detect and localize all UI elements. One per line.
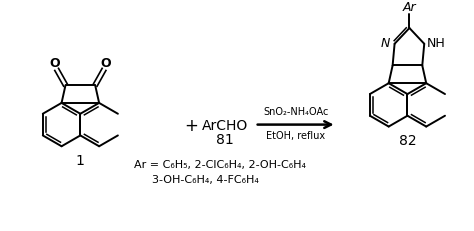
Text: +: + (184, 116, 198, 134)
Text: ArCHO: ArCHO (202, 118, 248, 132)
Text: SnO₂-NH₄OAc: SnO₂-NH₄OAc (263, 106, 328, 116)
Text: Ar: Ar (402, 1, 416, 14)
Text: N: N (381, 37, 391, 50)
Text: NH: NH (427, 37, 446, 50)
Text: 82: 82 (399, 134, 416, 148)
Text: 81: 81 (216, 133, 234, 147)
Text: O: O (100, 57, 111, 70)
Text: 3-OH-C₆H₄, 4-FC₆H₄: 3-OH-C₆H₄, 4-FC₆H₄ (152, 174, 259, 184)
Text: Ar = C₆H₅, 2-ClC₆H₄, 2-OH-C₆H₄: Ar = C₆H₅, 2-ClC₆H₄, 2-OH-C₆H₄ (134, 159, 306, 169)
Text: EtOH, reflux: EtOH, reflux (266, 130, 325, 140)
Text: O: O (49, 57, 60, 70)
Text: 1: 1 (76, 153, 85, 167)
